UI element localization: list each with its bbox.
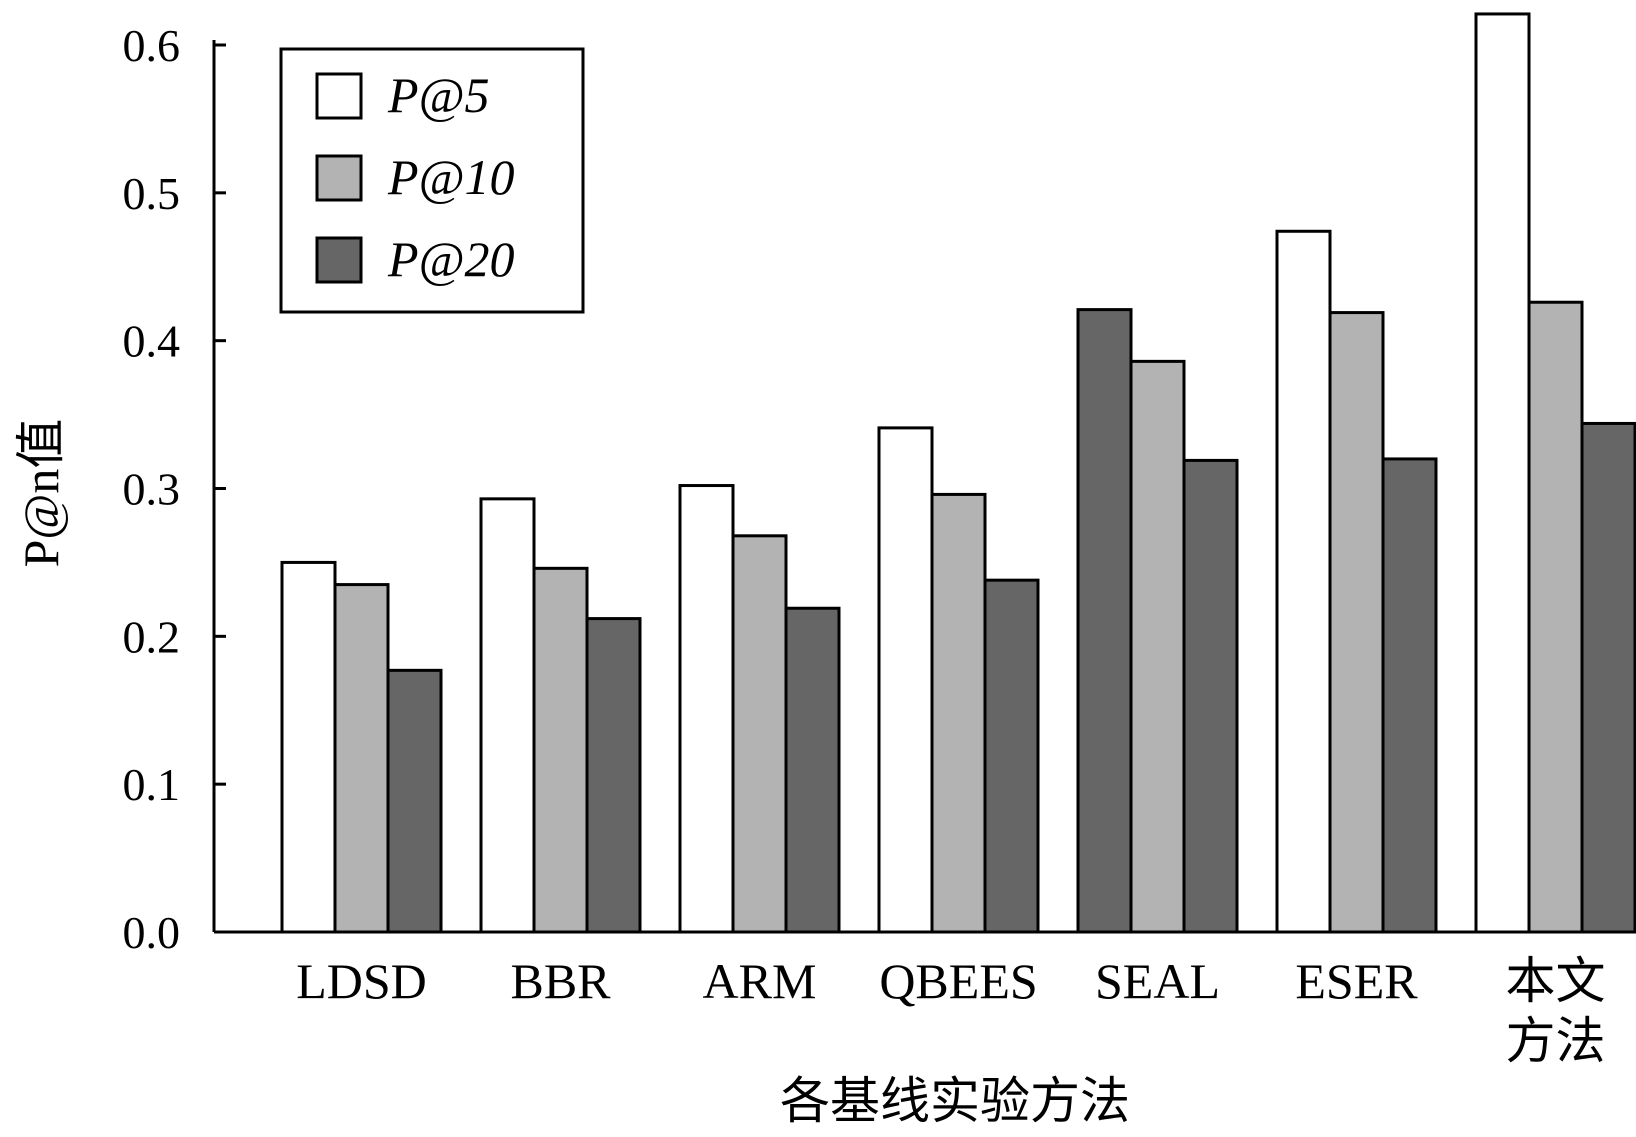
- bar: [1527, 300, 1584, 934]
- y-axis-ticks: 0.0 0.1 0.2 0.3 0.4 0.5 0.6: [123, 20, 226, 958]
- bar: [280, 560, 337, 934]
- bar: [784, 606, 841, 934]
- y-tick-label: 0.0: [123, 907, 181, 958]
- bar: [585, 617, 642, 934]
- legend-label: P@20: [387, 231, 515, 287]
- y-axis-title: P@n值: [13, 419, 69, 568]
- bar: [983, 578, 1040, 934]
- y-tick-label: 0.4: [123, 316, 181, 367]
- legend-swatch: [315, 236, 363, 284]
- bar: [877, 426, 934, 934]
- x-tick-label: BBR: [510, 953, 611, 1009]
- bar: [1328, 311, 1385, 934]
- bar: [532, 566, 589, 934]
- x-tick-label: ARM: [703, 953, 817, 1009]
- bar: [386, 668, 443, 934]
- legend-label: P@10: [387, 149, 515, 205]
- bar: [1474, 12, 1531, 934]
- y-tick-label: 0.3: [123, 464, 181, 515]
- y-tick-label: 0.5: [123, 168, 181, 219]
- x-axis-title: 各基线实验方法: [780, 1073, 1130, 1129]
- bar: [930, 492, 987, 934]
- y-tick-label: 0.2: [123, 611, 181, 662]
- x-tick-label: QBEES: [879, 953, 1037, 1009]
- x-tick-label: 方法: [1506, 1013, 1606, 1069]
- x-tick-label: SEAL: [1095, 953, 1220, 1009]
- bar: [1381, 457, 1438, 934]
- y-tick-label: 0.1: [123, 759, 181, 810]
- bar: [1182, 458, 1239, 934]
- bar: [333, 583, 390, 934]
- bar: [678, 484, 735, 934]
- x-tick-label: 本文: [1506, 953, 1606, 1009]
- legend: P@5 P@10 P@20: [279, 47, 585, 314]
- bar: [1129, 359, 1186, 934]
- bar: [731, 534, 788, 934]
- legend-swatch: [315, 154, 363, 202]
- x-tick-label: LDSD: [296, 953, 427, 1009]
- legend-label: P@5: [387, 67, 490, 123]
- bar: [1580, 421, 1636, 934]
- bar: [1076, 308, 1133, 934]
- y-tick-label: 0.6: [123, 20, 181, 71]
- bar: [479, 497, 536, 934]
- bar: [1275, 229, 1332, 934]
- x-tick-label: ESER: [1295, 953, 1418, 1009]
- legend-swatch: [315, 72, 363, 120]
- bars-group: [280, 12, 1636, 934]
